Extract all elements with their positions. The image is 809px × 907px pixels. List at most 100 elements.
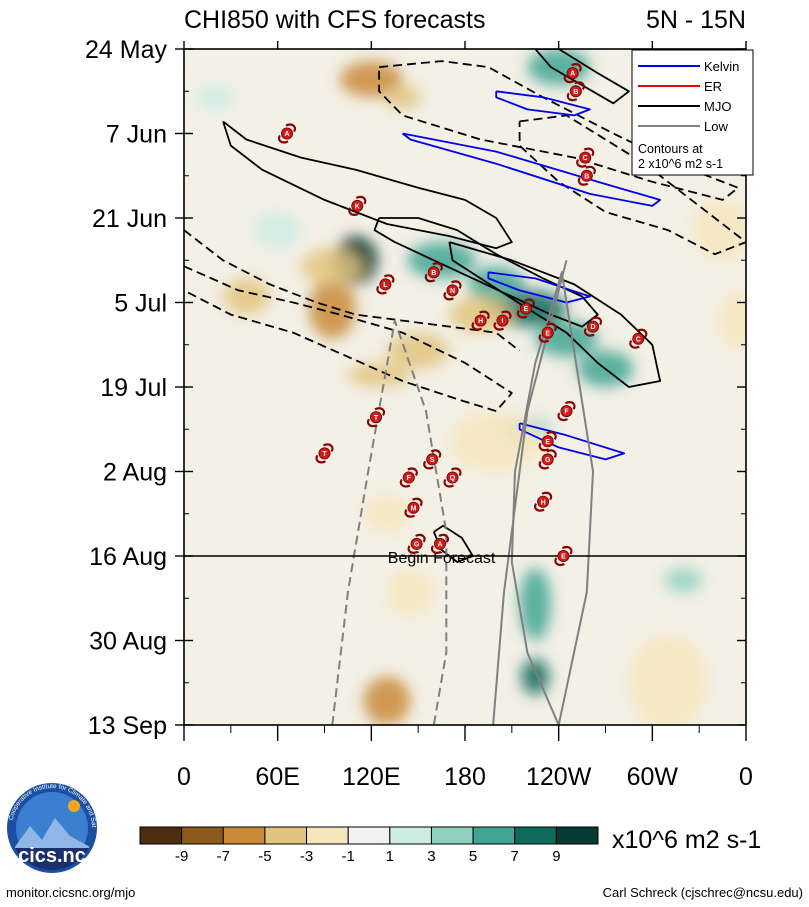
- storm-arm: [407, 533, 426, 554]
- colorbar-label: 7: [511, 848, 519, 865]
- colorbar: -9 -7 -5 -3 -1 1 3 5 7 9: [139, 826, 599, 865]
- storm-marker: A: [277, 123, 297, 144]
- storm-label: H: [541, 499, 546, 506]
- colorbar-swatch: [514, 826, 557, 845]
- storm-dot: [587, 320, 599, 333]
- storm-marker-layer: A B A C B K B L N H I E D E C F T E T G S F Q H M G A E: [277, 63, 648, 566]
- colorbar-swatch: [389, 826, 432, 845]
- storm-arm: [538, 431, 557, 452]
- axis-layer: 24 May 7 Jun 21 Jun 5 Jul 19 Jul 2 Aug 16 Aug 3…: [85, 36, 753, 791]
- anomaly-blob: [301, 248, 364, 285]
- y-tick-label: 19 Jul: [100, 374, 167, 402]
- anomaly-blob: [449, 296, 512, 333]
- storm-marker: B: [577, 165, 596, 186]
- x-tick-label: 180: [444, 763, 486, 791]
- storm-label: I: [502, 318, 504, 325]
- colorbar-swatch: [347, 826, 391, 845]
- anomaly-blob: [664, 568, 703, 593]
- footer-url: monitor.cicsnc.org/mjo: [6, 885, 135, 900]
- anomaly-blob: [363, 676, 411, 725]
- storm-dot: [379, 278, 392, 291]
- legend-label-kelvin: Kelvin: [704, 59, 739, 74]
- storm-dot: [537, 495, 550, 508]
- storm-arm: [557, 401, 576, 422]
- storm-label: B: [573, 89, 578, 96]
- storm-arm: [493, 310, 512, 331]
- legend-label-mjo: MJO: [704, 99, 731, 114]
- storm-label: C: [636, 336, 641, 343]
- chart-title: CHI850 with CFS forecasts: [184, 6, 486, 34]
- storm-label: F: [407, 475, 412, 482]
- storm-arm: [471, 310, 490, 331]
- anomaly-blob: [628, 634, 707, 725]
- storm-marker: H: [471, 310, 490, 331]
- colorbar-label: 9: [552, 848, 560, 865]
- cics-logo: Cooperative Institute for Climate and Sa…: [0, 0, 97, 873]
- storm-marker: B: [566, 81, 585, 102]
- anomaly-blob: [386, 332, 450, 369]
- storm-label: T: [322, 451, 327, 458]
- storm-label: K: [355, 204, 360, 211]
- colorbar-label: -5: [258, 848, 271, 865]
- storm-dot: [446, 471, 459, 484]
- storm-label: B: [584, 173, 589, 180]
- mjo-contour: [534, 49, 630, 105]
- x-tick-label: 0: [177, 763, 191, 791]
- storm-arm: [430, 533, 450, 554]
- storm-arm: [629, 328, 648, 349]
- y-tick-label: 30 Aug: [89, 628, 167, 656]
- logo-sun: [68, 800, 80, 812]
- colorbar-label: -3: [300, 848, 313, 865]
- storm-dot: [318, 447, 331, 460]
- storm-arm: [566, 81, 585, 102]
- colorbar-swatch: [181, 826, 224, 845]
- storm-marker: F: [399, 467, 418, 488]
- storm-arm: [554, 546, 573, 566]
- storm-dot: [410, 537, 423, 550]
- y-tick-label: 24 May: [85, 36, 167, 64]
- colorbar-swatch: [472, 826, 516, 845]
- storm-arm: [348, 195, 367, 216]
- storm-arm: [534, 491, 553, 512]
- logo-name: cics.nc: [18, 845, 86, 867]
- storm-dot: [281, 127, 293, 140]
- storm-marker: G: [407, 533, 426, 554]
- mjo-contour: [518, 114, 746, 256]
- y-tick-label: 21 Jun: [92, 205, 167, 233]
- kelvin-contour: [402, 132, 661, 207]
- x-tick-label: 120W: [526, 763, 592, 791]
- y-tick-label: 16 Aug: [89, 543, 167, 571]
- anomaly-blob: [308, 278, 356, 339]
- storm-label: A: [284, 131, 289, 138]
- storm-dot: [541, 326, 554, 339]
- anomaly-blob: [363, 495, 411, 532]
- storm-label: D: [590, 324, 595, 331]
- storm-marker: G: [538, 449, 557, 470]
- logo-ring-text: Cooperative Institute for Climate and Sa…: [0, 0, 97, 828]
- storm-marker: M: [404, 497, 423, 518]
- storm-dot: [580, 169, 593, 182]
- storm-dot: [541, 435, 554, 448]
- storm-label: B: [431, 270, 436, 277]
- y-tick-label: 7 Jun: [106, 121, 167, 149]
- colorbar-swatch: [306, 826, 349, 845]
- storm-label: A: [437, 542, 442, 549]
- storm-arm: [404, 497, 423, 518]
- storm-marker: I: [493, 310, 512, 331]
- anomaly-blob: [407, 242, 476, 279]
- storm-marker: B: [424, 262, 443, 283]
- storm-arm: [516, 298, 535, 319]
- low-contour: [510, 271, 594, 725]
- storm-arm: [424, 262, 443, 283]
- kelvin-contour: [518, 422, 626, 461]
- storm-dot: [370, 411, 382, 424]
- storm-label: G: [414, 542, 420, 549]
- legend-note: 2 x10^6 m2 s-1: [638, 157, 723, 171]
- storm-label: E: [561, 554, 566, 561]
- storm-dot: [407, 501, 420, 514]
- colorbar-swatch: [430, 826, 474, 845]
- storm-dot: [446, 284, 459, 297]
- forecast-layer: Begin Forecast: [184, 550, 746, 567]
- colorbar-swatch: [222, 826, 266, 845]
